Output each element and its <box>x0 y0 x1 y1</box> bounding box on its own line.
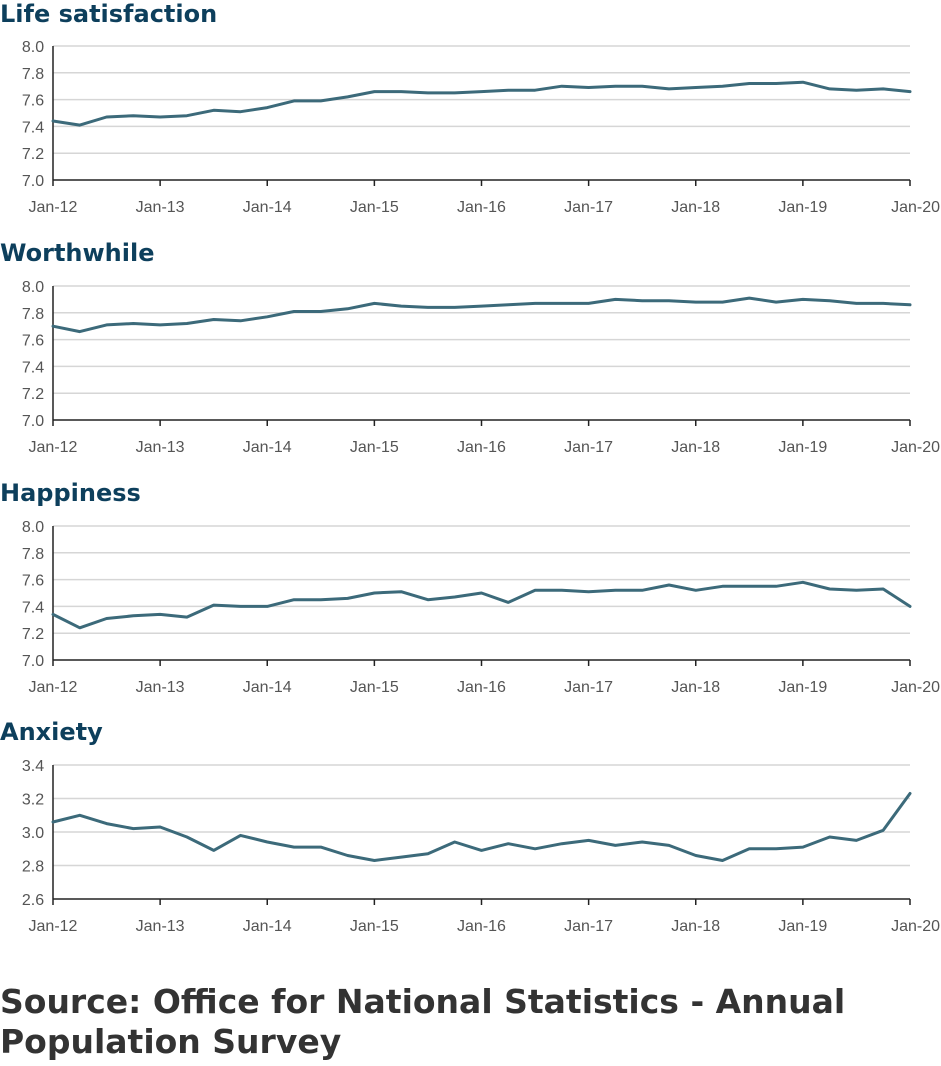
series-line <box>51 296 912 334</box>
y-tick-label: 7.2 <box>22 146 44 163</box>
y-tick-label: 7.0 <box>22 413 44 430</box>
x-tick-label: Jan-20 <box>891 918 940 935</box>
x-tick-label: Jan-19 <box>778 918 827 935</box>
x-tick-label: Jan-14 <box>243 199 292 216</box>
x-tick-label: Jan-13 <box>136 199 185 216</box>
y-tick-label: 7.0 <box>22 173 44 190</box>
x-tick-label: Jan-12 <box>29 439 78 456</box>
y-tick-label: 7.8 <box>22 546 44 563</box>
y-tick-label: 3.2 <box>22 792 44 809</box>
charts-area: Life satisfaction 7.0 7.2 7.4 7.6 7.8 8.0 Jan-1… <box>0 0 940 935</box>
x-tick-label: Jan-14 <box>243 679 292 696</box>
chart-3: Happiness 7.0 7.2 7.4 7.6 7.8 8.0 Jan-12 Jan-13 J… <box>0 479 940 696</box>
x-tick-label: Jan-14 <box>243 918 292 935</box>
x-tick-label: Jan-12 <box>29 918 78 935</box>
y-tick-label: 7.8 <box>22 66 44 83</box>
y-tick-label: 3.4 <box>22 758 44 775</box>
series-line <box>51 80 912 127</box>
y-tick-label: 7.2 <box>22 626 44 643</box>
y-tick-label: 7.6 <box>22 573 44 590</box>
chart-title: Worthwhile <box>0 239 155 267</box>
y-tick-label: 7.4 <box>22 599 44 616</box>
x-tick-label: Jan-16 <box>457 918 506 935</box>
x-tick-label: Jan-13 <box>136 918 185 935</box>
x-tick-label: Jan-17 <box>564 199 613 216</box>
y-tick-label: 7.2 <box>22 386 44 403</box>
chart-2: Worthwhile 7.0 7.2 7.4 7.6 7.8 8.0 Jan-12 Jan-13… <box>0 239 940 456</box>
x-tick-label: Jan-19 <box>778 439 827 456</box>
x-tick-label: Jan-16 <box>457 679 506 696</box>
x-tick-label: Jan-15 <box>350 439 399 456</box>
x-tick-label: Jan-18 <box>671 199 720 216</box>
chart-4: Anxiety 2.6 2.8 3.0 3.2 3.4 Jan-12 Jan-13 Jan-14… <box>0 718 940 935</box>
source-note: Source: Office for National Statistics -… <box>0 982 846 1061</box>
x-tick-label: Jan-19 <box>778 199 827 216</box>
x-tick-label: Jan-16 <box>457 439 506 456</box>
x-tick-label: Jan-17 <box>564 918 613 935</box>
x-tick-label: Jan-12 <box>29 679 78 696</box>
y-tick-label: 2.6 <box>22 892 44 909</box>
y-tick-label: 7.8 <box>22 306 44 323</box>
series-line <box>51 580 912 630</box>
x-tick-label: Jan-16 <box>457 199 506 216</box>
chart-title: Life satisfaction <box>0 0 217 28</box>
y-tick-label: 7.0 <box>22 653 44 670</box>
x-tick-label: Jan-17 <box>564 439 613 456</box>
y-tick-label: 7.4 <box>22 359 44 376</box>
x-tick-label: Jan-15 <box>350 199 399 216</box>
y-tick-label: 8.0 <box>22 39 44 56</box>
y-tick-label: 3.0 <box>22 825 44 842</box>
x-tick-label: Jan-15 <box>350 918 399 935</box>
chart-1: Life satisfaction 7.0 7.2 7.4 7.6 7.8 8.0 Jan-1… <box>0 0 940 216</box>
x-tick-label: Jan-20 <box>891 439 940 456</box>
x-tick-label: Jan-14 <box>243 439 292 456</box>
chart-title: Anxiety <box>0 718 103 746</box>
x-tick-label: Jan-19 <box>778 679 827 696</box>
y-tick-label: 7.4 <box>22 119 44 136</box>
x-tick-label: Jan-13 <box>136 439 185 456</box>
x-tick-label: Jan-13 <box>136 679 185 696</box>
chart-title: Happiness <box>0 479 141 507</box>
x-tick-label: Jan-20 <box>891 199 940 216</box>
x-tick-label: Jan-18 <box>671 679 720 696</box>
x-tick-label: Jan-17 <box>564 679 613 696</box>
y-tick-label: 8.0 <box>22 279 44 296</box>
y-tick-label: 7.6 <box>22 93 44 110</box>
x-tick-label: Jan-18 <box>671 439 720 456</box>
x-tick-label: Jan-15 <box>350 679 399 696</box>
y-tick-label: 7.6 <box>22 333 44 350</box>
y-tick-label: 8.0 <box>22 519 44 536</box>
x-tick-label: Jan-18 <box>671 918 720 935</box>
x-tick-label: Jan-12 <box>29 199 78 216</box>
y-tick-label: 2.8 <box>22 859 44 876</box>
x-tick-label: Jan-20 <box>891 679 940 696</box>
